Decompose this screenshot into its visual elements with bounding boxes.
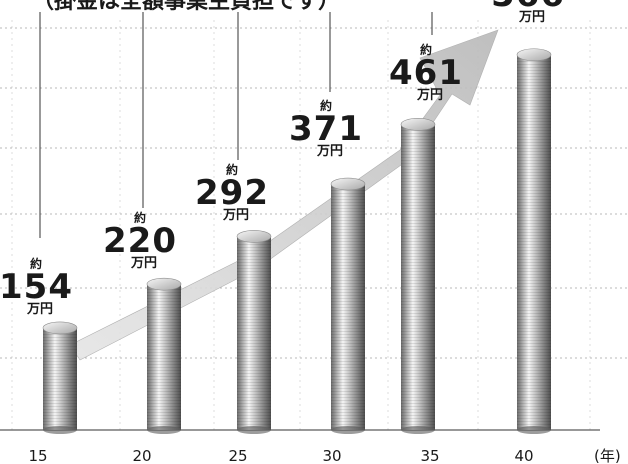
bar-25	[236, 230, 272, 434]
bar-texture-20	[147, 284, 181, 430]
value-prefix-35: 約	[420, 42, 432, 57]
x-tick-15: 15	[28, 447, 47, 464]
x-tick-35: 35	[420, 447, 439, 464]
value-unit-25: 万円	[222, 208, 249, 223]
value-label-group-40: 約566万円	[491, 0, 565, 25]
value-unit-35: 万円	[416, 88, 443, 103]
bar-texture-30	[331, 184, 365, 430]
bar-base-20	[147, 426, 181, 434]
value-prefix-20: 約	[134, 210, 146, 225]
bar-texture-25	[237, 236, 271, 430]
value-prefix-30: 約	[320, 98, 332, 113]
x-tick-40: 40	[514, 447, 533, 464]
bar-35	[400, 118, 436, 434]
bar-15	[42, 321, 78, 434]
bar-cap-25	[236, 230, 272, 243]
bars	[42, 48, 552, 434]
value-label-40: 566	[491, 0, 565, 15]
value-prefix-15: 約	[30, 256, 42, 271]
value-labels: 約154万円約220万円約292万円約371万円約461万円約566万円	[0, 0, 565, 317]
value-label-35: 461	[389, 53, 463, 93]
x-tick-25: 25	[228, 447, 247, 464]
bar-base-15	[43, 426, 77, 434]
bar-40	[516, 48, 552, 434]
bar-base-25	[237, 426, 271, 434]
x-tick-labels: 15 20 25 30 35 40	[28, 447, 533, 464]
value-unit-40: 万円	[518, 10, 545, 25]
growth-arrow	[69, 29, 499, 361]
bar-cap-35	[400, 118, 436, 131]
value-unit-30: 万円	[316, 144, 343, 159]
bar-base-30	[331, 426, 365, 434]
value-prefix-25: 約	[226, 162, 238, 177]
leader-lines	[39, 12, 433, 238]
x-unit-label: (年)	[594, 447, 621, 464]
x-tick-20: 20	[132, 447, 151, 464]
bar-cap-20	[146, 277, 182, 291]
bar-30	[330, 177, 366, 434]
bar-texture-15	[43, 327, 77, 430]
value-label-15: 154	[0, 267, 73, 307]
value-label-20: 220	[103, 221, 177, 261]
value-label-25: 292	[195, 173, 269, 213]
bar-20	[146, 277, 182, 434]
bar-texture-35	[401, 124, 435, 431]
value-unit-20: 万円	[130, 256, 157, 271]
bar-cap-15	[42, 321, 78, 335]
growth-arrow-shape	[69, 29, 499, 361]
value-label-30: 371	[289, 109, 363, 149]
x-tick-30: 30	[322, 447, 341, 464]
bar-texture-40	[517, 54, 551, 430]
bar-base-35	[401, 426, 435, 434]
bar-cap-30	[330, 177, 366, 191]
header-note: （掛金は全額事業主負担です）	[32, 0, 340, 14]
bar-cap-40	[516, 48, 552, 62]
bar-base-40	[517, 426, 551, 434]
value-unit-15: 万円	[26, 302, 53, 317]
